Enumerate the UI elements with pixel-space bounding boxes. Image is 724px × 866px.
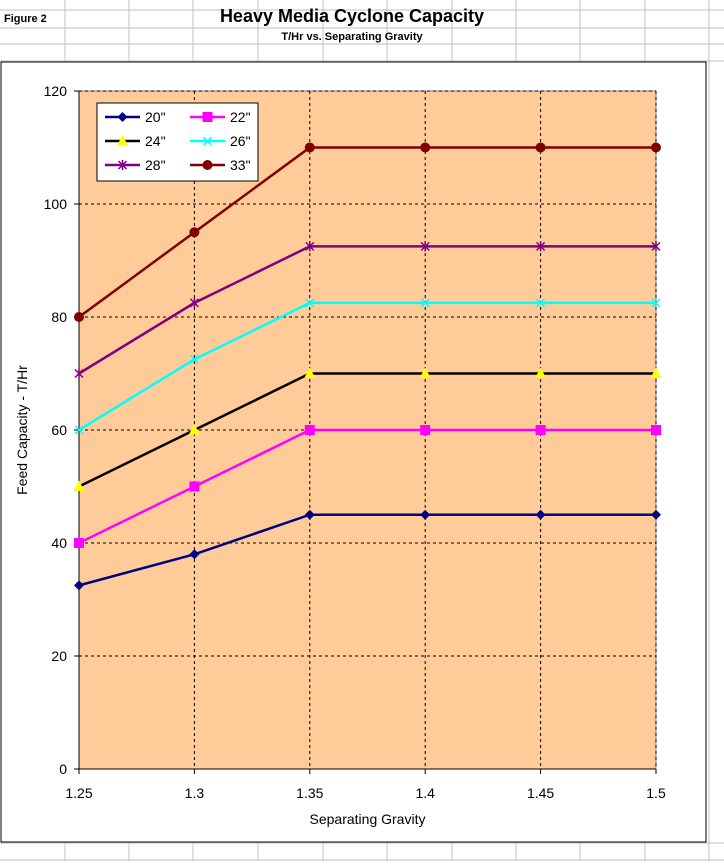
chart-legend[interactable]: 20" 22" 24" 26" 28" 33" [96,102,259,182]
data-point [74,425,84,435]
series-1[interactable] [74,425,661,548]
y-tick-label: 40 [51,535,67,551]
legend-marker [117,135,128,146]
data-point [74,538,84,548]
y-tick-label: 60 [51,422,67,438]
data-point [420,509,431,520]
legend-marker [117,160,128,170]
series-3[interactable] [74,298,661,435]
legend-marker [202,112,213,122]
x-tick-label: 1.4 [415,785,435,801]
data-point [420,425,431,435]
data-point [305,241,315,252]
data-point [188,424,200,435]
legend-marker [202,136,213,146]
x-axis-label: Separating Gravity [310,811,426,827]
legend-label: 28" [145,157,166,173]
legend-entry[interactable]: 20" [105,109,166,125]
data-point [189,549,200,560]
data-point [535,509,546,520]
y-tick-label: 100 [44,196,68,212]
x-tick-label: 1.3 [185,785,205,801]
x-tick-label: 1.45 [527,785,554,801]
data-point [536,241,546,252]
data-point [651,142,661,153]
data-point [73,480,85,491]
legend-label: 33" [230,157,251,173]
data-point [189,354,199,364]
series-4[interactable] [74,241,661,379]
data-point [650,367,662,378]
chart-title: Heavy Media Cyclone Capacity [220,6,484,26]
data-point [189,227,200,238]
data-point [304,367,316,378]
legend-label: 20" [145,109,166,125]
series-line[interactable] [78,372,656,488]
data-point [535,425,546,435]
legend-label: 26" [230,133,251,149]
legend-entry[interactable]: 24" [105,133,166,149]
series-layer [73,142,662,591]
legend-entry[interactable]: 26" [190,133,251,149]
data-point [651,241,661,252]
axis-ticks: 0 20 40 60 80 100 120 1.25 1.3 1.35 1.4 1.45 1.5 [44,83,666,801]
data-point [189,481,200,492]
data-point [535,367,547,378]
data-point [420,142,431,153]
data-point [651,509,661,520]
data-point [304,425,315,435]
data-point [305,298,315,308]
series-line[interactable] [78,428,656,545]
y-tick-label: 80 [51,309,67,325]
legend-label: 22" [230,109,251,125]
data-point [420,298,430,308]
data-point [419,367,431,378]
data-point [304,142,315,153]
x-tick-label: 1.5 [646,785,666,801]
data-point [74,368,84,379]
x-tick-label: 1.35 [296,785,323,801]
data-point [304,509,315,520]
series-line[interactable] [78,513,656,587]
legend-entry[interactable]: 28" [105,157,166,173]
legend-marker [202,160,213,170]
legend-marker [117,112,128,122]
y-axis-label: Feed Capacity - T/Hr [14,365,30,495]
data-point [536,298,546,308]
data-point [74,312,84,322]
x-tick-label: 1.25 [65,785,92,801]
y-tick-label: 20 [51,648,67,664]
chart-subtitle: T/Hr vs. Separating Gravity [281,31,423,43]
data-point [651,425,661,435]
figure-label: Figure 2 [4,13,47,25]
legend-entry[interactable]: 22" [190,109,251,125]
y-tick-label: 0 [59,761,67,777]
data-point [651,298,661,308]
series-line[interactable] [78,146,656,319]
legend-entry[interactable]: 33" [190,157,251,173]
data-point [535,142,546,153]
series-0[interactable] [74,509,661,591]
series-2[interactable] [73,367,662,492]
data-point [420,241,430,252]
data-point [74,580,84,591]
series-5[interactable] [74,142,661,323]
data-point [189,297,199,308]
series-line[interactable] [78,245,656,375]
legend-label: 24" [145,133,166,149]
y-tick-label: 120 [44,83,68,99]
series-line[interactable] [78,301,656,432]
